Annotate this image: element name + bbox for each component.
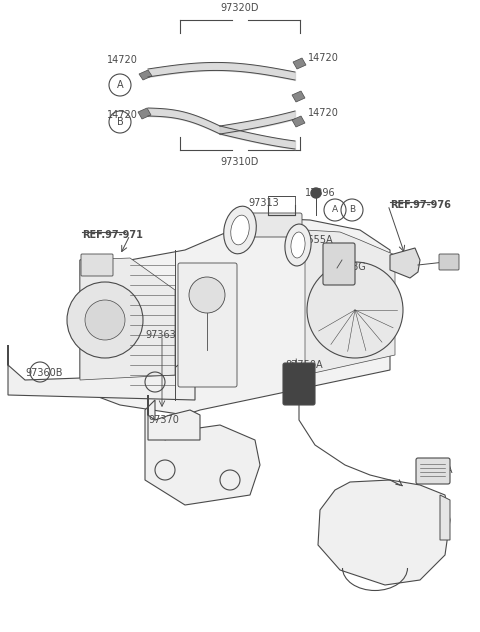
Text: B: B [349, 205, 355, 214]
Polygon shape [8, 345, 195, 400]
Text: A: A [117, 80, 123, 90]
Text: 97320D: 97320D [221, 3, 259, 13]
FancyBboxPatch shape [283, 363, 315, 405]
Text: 1244BG: 1244BG [328, 262, 367, 272]
Ellipse shape [224, 206, 256, 254]
Polygon shape [80, 258, 175, 380]
Polygon shape [390, 248, 420, 278]
Text: 14720: 14720 [107, 110, 138, 120]
Text: REF.97-971: REF.97-971 [82, 230, 143, 240]
FancyBboxPatch shape [81, 254, 113, 276]
FancyBboxPatch shape [416, 458, 450, 484]
FancyBboxPatch shape [178, 263, 237, 387]
Polygon shape [138, 108, 151, 119]
Circle shape [85, 300, 125, 340]
Text: 97261A: 97261A [238, 228, 276, 238]
Text: A: A [332, 205, 338, 214]
Circle shape [311, 188, 321, 198]
Circle shape [67, 282, 143, 358]
Text: 97211C: 97211C [258, 213, 296, 223]
Text: 13396: 13396 [305, 188, 336, 198]
Text: 97510A: 97510A [415, 465, 453, 475]
Polygon shape [305, 230, 395, 375]
Polygon shape [80, 218, 390, 415]
Ellipse shape [285, 224, 311, 266]
Text: 14720: 14720 [308, 53, 339, 63]
Text: 97363: 97363 [145, 330, 176, 340]
Polygon shape [293, 58, 306, 69]
FancyBboxPatch shape [238, 213, 302, 237]
Text: 97360B: 97360B [25, 368, 62, 378]
Circle shape [307, 262, 403, 358]
Text: 97313: 97313 [248, 198, 279, 208]
Polygon shape [148, 395, 200, 440]
Polygon shape [318, 480, 450, 585]
Polygon shape [139, 70, 152, 80]
FancyBboxPatch shape [323, 243, 355, 285]
Text: REF.97-976: REF.97-976 [390, 200, 451, 210]
Text: 97310D: 97310D [221, 157, 259, 167]
Text: B: B [117, 117, 123, 127]
Text: 97655A: 97655A [295, 235, 333, 245]
Text: 87750A: 87750A [285, 360, 323, 370]
Polygon shape [292, 91, 305, 102]
Polygon shape [440, 495, 450, 540]
Text: 14720: 14720 [107, 55, 138, 65]
FancyBboxPatch shape [439, 254, 459, 270]
Text: 14720: 14720 [308, 108, 339, 118]
Polygon shape [145, 400, 260, 505]
Ellipse shape [291, 232, 305, 258]
Text: 97370: 97370 [148, 415, 179, 425]
Polygon shape [292, 116, 305, 127]
Ellipse shape [231, 215, 249, 245]
Circle shape [189, 277, 225, 313]
